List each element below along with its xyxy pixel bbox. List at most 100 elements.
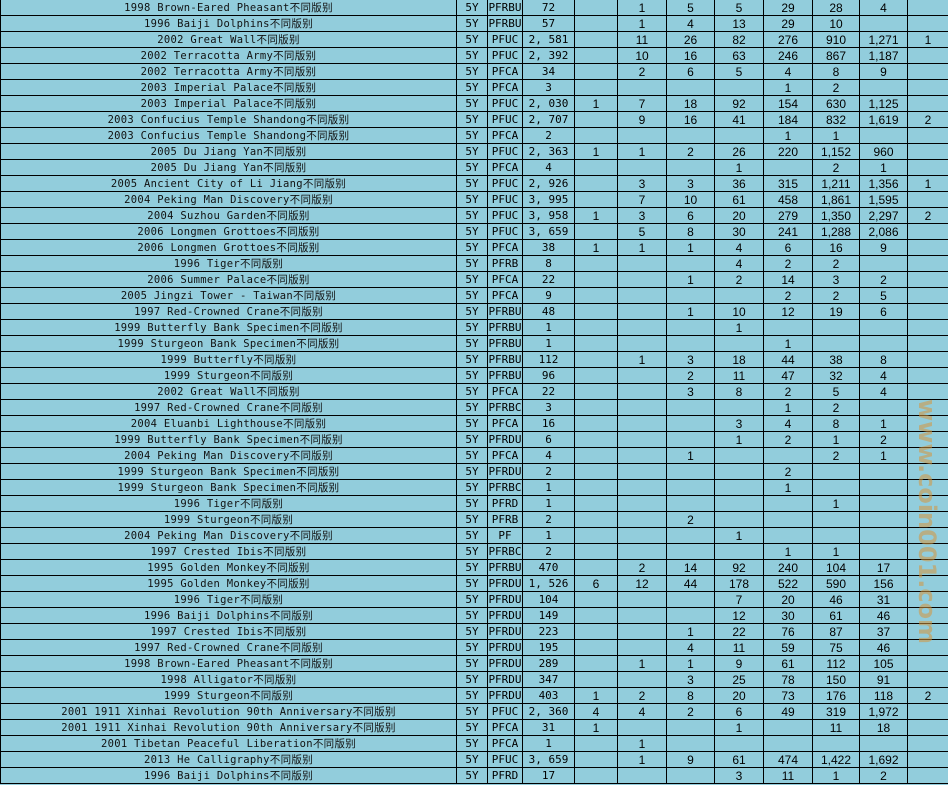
- coin-name-cell: 2006 Longmen Grottoes不同版别: [0, 239, 457, 256]
- grade-count-cell: 2: [859, 767, 908, 784]
- grade-count-cell: 29: [763, 15, 813, 32]
- grade-count-cell: [666, 399, 715, 416]
- table-row: 1998 Alligator不同版别 5Y PFRDU 347 3 25 78 150 91: [0, 671, 948, 688]
- table-row: 2004 Peking Man Discovery不同版别 5Y PF 1 1: [0, 527, 948, 544]
- grade-count-cell: [907, 543, 948, 560]
- grade-count-cell: 87: [812, 623, 860, 640]
- period-cell: 5Y: [456, 31, 488, 48]
- grade-count-cell: [907, 15, 948, 32]
- grade-count-cell: 315: [763, 175, 813, 192]
- grade-count-cell: 2,297: [859, 207, 908, 224]
- type-cell: PFCA: [487, 271, 523, 288]
- grade-count-cell: [574, 527, 618, 544]
- total-cell: 4: [522, 447, 575, 464]
- coin-name-cell: 1996 Baiji Dolphins不同版别: [0, 767, 457, 784]
- total-cell: 1: [522, 335, 575, 352]
- grade-count-cell: [617, 719, 667, 736]
- total-cell: 149: [522, 607, 575, 624]
- grade-count-cell: 6: [666, 63, 715, 80]
- grade-count-cell: [574, 111, 618, 128]
- grade-count-cell: [907, 239, 948, 256]
- grade-count-cell: [763, 735, 813, 752]
- table-row: 1999 Sturgeon Bank Specimen不同版别 5Y PFRBC 1 1: [0, 479, 948, 496]
- period-cell: 5Y: [456, 367, 488, 384]
- grade-count-cell: 3: [812, 271, 860, 288]
- total-cell: 2, 581: [522, 31, 575, 48]
- grade-count-cell: 29: [763, 0, 813, 16]
- grade-count-cell: 12: [714, 607, 764, 624]
- grade-count-cell: 176: [812, 687, 860, 704]
- grade-count-cell: [574, 655, 618, 672]
- coin-name-cell: 1997 Red-Crowned Crane不同版别: [0, 639, 457, 656]
- type-cell: PFRDU: [487, 431, 523, 448]
- coin-name-cell: 1996 Baiji Dolphins不同版别: [0, 607, 457, 624]
- grade-count-cell: [763, 495, 813, 512]
- grade-count-cell: 630: [812, 95, 860, 112]
- grade-count-cell: [617, 623, 667, 640]
- grade-count-cell: 1: [666, 655, 715, 672]
- grade-count-cell: [907, 591, 948, 608]
- grade-count-cell: [574, 335, 618, 352]
- total-cell: 3, 958: [522, 207, 575, 224]
- total-cell: 403: [522, 687, 575, 704]
- grade-count-cell: [859, 511, 908, 528]
- type-cell: PFCA: [487, 159, 523, 176]
- grade-count-cell: 8: [714, 383, 764, 400]
- table-row: 1999 Sturgeon不同版别 5Y PFRDU 403 1 2 8 20 73 176 118…: [0, 687, 948, 704]
- period-cell: 5Y: [456, 351, 488, 368]
- coin-name-cell: 2001 1911 Xinhai Revolution 90th Anniver…: [0, 703, 457, 720]
- grade-count-cell: 78: [763, 671, 813, 688]
- coin-name-cell: 2002 Great Wall不同版别: [0, 31, 457, 48]
- type-cell: PF: [487, 527, 523, 544]
- grade-count-cell: [574, 303, 618, 320]
- table-row: 2003 Confucius Temple Shandong不同版别 5Y PFCA…: [0, 127, 948, 144]
- total-cell: 17: [522, 767, 575, 784]
- grade-count-cell: 76: [763, 623, 813, 640]
- grade-count-cell: [617, 607, 667, 624]
- grade-count-cell: [574, 175, 618, 192]
- grade-count-cell: [763, 511, 813, 528]
- total-cell: 2, 392: [522, 47, 575, 64]
- grade-count-cell: [574, 367, 618, 384]
- grade-count-cell: [574, 255, 618, 272]
- type-cell: PFCA: [487, 63, 523, 80]
- coin-name-cell: 1996 Baiji Dolphins不同版别: [0, 15, 457, 32]
- type-cell: PFUC: [487, 95, 523, 112]
- grade-count-cell: [907, 367, 948, 384]
- period-cell: 5Y: [456, 271, 488, 288]
- grade-count-cell: [574, 671, 618, 688]
- total-cell: 3: [522, 79, 575, 96]
- grade-count-cell: [617, 335, 667, 352]
- grade-count-cell: 11: [812, 719, 860, 736]
- grade-count-cell: 17: [859, 559, 908, 576]
- grade-count-cell: 1: [574, 207, 618, 224]
- grade-count-cell: 2: [859, 271, 908, 288]
- type-cell: PFUC: [487, 751, 523, 768]
- grade-count-cell: [666, 287, 715, 304]
- grade-count-cell: 61: [763, 655, 813, 672]
- grade-count-cell: [574, 767, 618, 784]
- coin-name-cell: 2004 Peking Man Discovery不同版别: [0, 527, 457, 544]
- period-cell: 5Y: [456, 303, 488, 320]
- period-cell: 5Y: [456, 383, 488, 400]
- grade-count-cell: 112: [812, 655, 860, 672]
- grade-count-cell: 5: [666, 0, 715, 16]
- grade-count-cell: [907, 63, 948, 80]
- grade-count-cell: [859, 79, 908, 96]
- coin-name-cell: 1997 Crested Ibis不同版别: [0, 623, 457, 640]
- grade-count-cell: 11: [617, 31, 667, 48]
- grade-count-cell: 276: [763, 31, 813, 48]
- coin-name-cell: 1998 Brown-Eared Pheasant不同版别: [0, 0, 457, 16]
- grade-count-cell: 1,972: [859, 703, 908, 720]
- grade-count-cell: [666, 719, 715, 736]
- type-cell: PFRBU: [487, 319, 523, 336]
- coin-name-cell: 1999 Butterfly Bank Specimen不同版别: [0, 431, 457, 448]
- grade-count-cell: 31: [859, 591, 908, 608]
- table-row: 2002 Terracotta Army不同版别 5Y PFCA 34 2 6 5 4 8 9: [0, 63, 948, 80]
- total-cell: 3, 659: [522, 751, 575, 768]
- grade-count-cell: 1,861: [812, 191, 860, 208]
- grade-count-cell: [574, 351, 618, 368]
- grade-count-cell: [859, 543, 908, 560]
- grade-count-cell: 61: [812, 607, 860, 624]
- coin-name-cell: 2002 Great Wall不同版别: [0, 383, 457, 400]
